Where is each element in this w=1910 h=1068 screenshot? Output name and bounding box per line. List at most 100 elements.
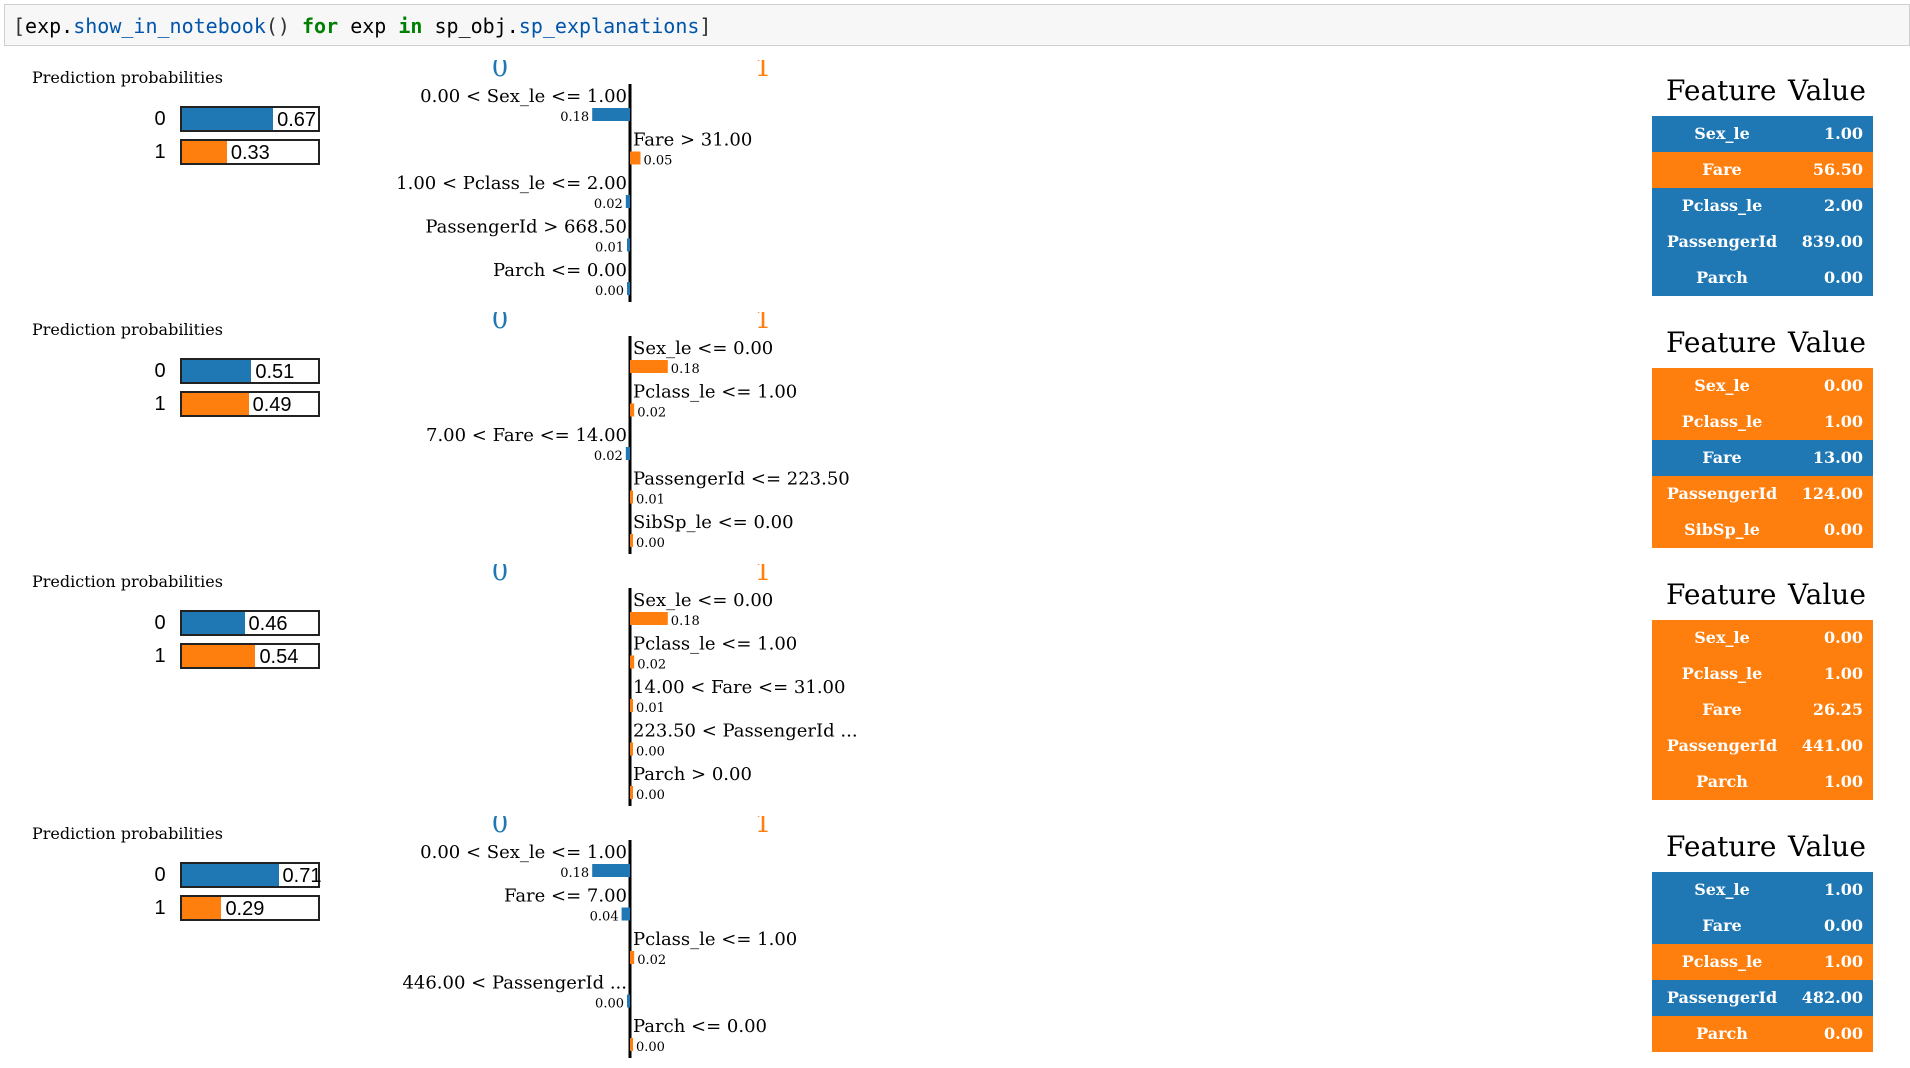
feature-weight-chart: 0 1 0.00 < Sex_le <= 1.00 0.18 Fare <= 7.00 0…: [402, 816, 797, 1058]
feature-label: 7.00 < Fare <= 14.00: [426, 425, 627, 446]
probability-value: 0.49: [252, 394, 292, 416]
probability-fill: [182, 393, 249, 415]
code-cell[interactable]: [exp.show_in_notebook() for exp in sp_ob…: [4, 4, 1910, 46]
class-label: 1: [154, 897, 166, 919]
feature-value-cell: 1.00: [1824, 880, 1863, 899]
probability-fill: [182, 108, 274, 130]
class-1-header: 1: [755, 60, 772, 83]
table-row: Parch 1.00: [1652, 764, 1873, 800]
feature-weight-bar: [627, 282, 630, 295]
code-var: exp: [350, 14, 387, 38]
class-0-header: 0: [492, 312, 509, 335]
probability-bar: 0.71: [180, 862, 322, 888]
feature-value-cell: 13.00: [1812, 448, 1863, 467]
table-row: Fare 0.00: [1652, 908, 1873, 944]
probability-value: 0.54: [259, 646, 299, 668]
probability-bar: 0.46: [180, 610, 320, 636]
explanation-block: Prediction probabilities 0 0.46 1 0.54 0 1 Sex_…: [0, 564, 1910, 816]
table-row: Pclass_le 1.00: [1652, 656, 1873, 692]
prediction-probabilities-title: Prediction probabilities: [32, 68, 223, 87]
feature-weight-value: 0.02: [637, 953, 666, 968]
feature-value-cell: 26.25: [1812, 700, 1863, 719]
feature-weight-bar: [625, 447, 630, 460]
explanation-block: Prediction probabilities 0 0.67 1 0.33 0 1 0.00…: [0, 60, 1910, 312]
feature-weight-value: 0.02: [637, 406, 666, 421]
feature-weight-value: 0.05: [644, 154, 673, 169]
table-row: Parch 0.00: [1652, 260, 1873, 296]
feature-weight-chart: 0 1 Sex_le <= 0.00 0.18 Pclass_le <= 1.00 0.0…: [492, 564, 858, 806]
feature-value-cell: 0.00: [1824, 376, 1863, 395]
feature-weight-bar: [592, 108, 630, 121]
feature-weight-value: 0.18: [671, 362, 700, 377]
feature-label: Parch > 0.00: [633, 764, 752, 785]
prediction-probabilities-title: Prediction probabilities: [32, 824, 223, 843]
feature-value-cell: 1.00: [1824, 952, 1863, 971]
feature-label: Sex_le <= 0.00: [633, 590, 773, 611]
feature-weight-bar: [630, 1038, 633, 1051]
probability-value: 0.51: [255, 361, 295, 383]
probability-bar: 0.54: [180, 643, 320, 669]
feature-name-cell: PassengerId: [1666, 232, 1778, 251]
table-row: Fare 13.00: [1652, 440, 1873, 476]
output-area: Prediction probabilities 0 0.67 1 0.33 0 1 0.00…: [0, 60, 1910, 1064]
table-row: PassengerId 482.00: [1652, 980, 1873, 1016]
feature-name-cell: Pclass_le: [1681, 952, 1763, 971]
code-call: (): [265, 14, 290, 38]
feature-label: PassengerId <= 223.50: [633, 469, 850, 490]
feature-weight-bar: [630, 699, 633, 712]
feature-weight-value: 0.00: [595, 997, 624, 1012]
feature-weight-bar: [630, 786, 633, 799]
table-row: Pclass_le 2.00: [1652, 188, 1873, 224]
feature-name-cell: PassengerId: [1666, 988, 1778, 1007]
table-row: PassengerId 441.00: [1652, 728, 1873, 764]
code-bracket-close: ]: [699, 14, 712, 38]
feature-weight-value: 0.01: [636, 701, 665, 716]
class-0-header: 0: [492, 816, 509, 839]
feature-weight-value: 0.18: [560, 110, 589, 125]
feature-name-cell: Sex_le: [1694, 124, 1750, 143]
feature-weight-chart: 0 1 0.00 < Sex_le <= 1.00 0.18 Fare > 31.00 0…: [396, 60, 772, 302]
prediction-probabilities-title: Prediction probabilities: [32, 320, 223, 339]
probability-fill: [182, 864, 279, 886]
feature-weight-value: 0.02: [594, 449, 623, 464]
class-1-header: 1: [755, 312, 772, 335]
probability-fill: [182, 141, 227, 163]
feature-value-cell: 1.00: [1824, 124, 1863, 143]
feature-name-cell: Sex_le: [1694, 880, 1750, 899]
probability-bar: 0.33: [180, 139, 320, 165]
probability-bar: 0.67: [180, 106, 320, 132]
feature-weight-bar: [630, 534, 633, 547]
feature-value-cell: 1.00: [1824, 664, 1863, 683]
feature-label: Pclass_le <= 1.00: [633, 634, 797, 655]
class-1-header: 1: [755, 816, 772, 839]
feature-weight-bar: [630, 360, 668, 373]
prediction-probabilities-title: Prediction probabilities: [32, 572, 223, 591]
feature-name-cell: Fare: [1702, 160, 1742, 179]
feature-weight-value: 0.04: [590, 910, 619, 925]
feature-label: 14.00 < Fare <= 31.00: [633, 677, 845, 698]
code-attribute: sp_explanations: [518, 14, 700, 38]
probability-value: 0.67: [277, 109, 317, 131]
feature-value-cell: 0.00: [1824, 916, 1863, 935]
code-exp: exp.: [25, 14, 74, 38]
feature-weight-value: 0.00: [636, 745, 665, 760]
probability-fill: [182, 612, 245, 634]
feature-weight-value: 0.00: [636, 1040, 665, 1055]
class-label: 1: [154, 393, 166, 415]
probability-fill: [182, 360, 252, 382]
feature-name-cell: Pclass_le: [1681, 196, 1763, 215]
feature-value-cell: 0.00: [1824, 1024, 1863, 1043]
feature-label: Fare <= 7.00: [504, 886, 627, 907]
class-label: 0: [154, 108, 166, 130]
probability-value: 0.71: [282, 865, 322, 887]
class-label: 0: [154, 612, 166, 634]
class-0-header: 0: [492, 564, 509, 587]
feature-label: 223.50 < PassengerId ...: [633, 721, 858, 742]
feature-weight-bar: [630, 951, 635, 964]
feature-weight-bar: [630, 403, 635, 417]
class-label: 0: [154, 864, 166, 886]
feature-label: 0.00 < Sex_le <= 1.00: [420, 842, 627, 863]
code-bracket-open: [: [13, 14, 26, 38]
probability-fill: [182, 897, 222, 919]
value-column-header: Value: [1788, 74, 1866, 107]
